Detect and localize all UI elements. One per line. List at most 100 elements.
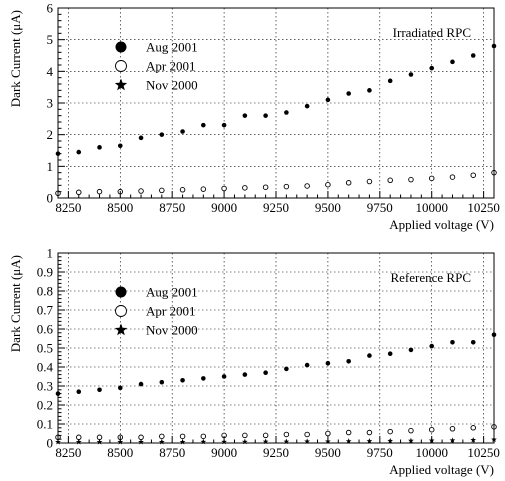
legend-marker-filled-circle <box>115 286 127 298</box>
series-apr-2001 <box>55 424 497 441</box>
data-point <box>242 372 248 377</box>
data-point <box>387 177 393 184</box>
data-point <box>283 431 290 438</box>
data-point <box>325 360 331 366</box>
data-point <box>96 188 103 195</box>
y-tick-label: 2 <box>47 127 54 142</box>
y-tick-label: 0.4 <box>37 360 54 375</box>
legend-label: Apr 2001 <box>146 304 195 319</box>
x-tick-label: 8500 <box>107 445 133 460</box>
series-aug-2001 <box>55 332 497 396</box>
data-point <box>408 176 414 183</box>
legend-marker-star <box>114 78 128 91</box>
x-tick-label: 10250 <box>467 445 500 460</box>
x-tick-label: 8750 <box>159 200 185 215</box>
y-axis-title: Dark Current (μA) <box>8 10 23 107</box>
data-point <box>367 88 372 93</box>
data-point <box>180 378 185 383</box>
data-point <box>263 113 268 118</box>
legend-marker-filled-circle <box>115 41 127 53</box>
data-point <box>428 426 435 433</box>
legend: Aug 2001 Apr 2001 Nov 2000 <box>114 285 198 338</box>
x-tick-label: 8750 <box>159 445 185 460</box>
x-tick-label: 9000 <box>211 200 237 215</box>
data-point <box>262 184 269 190</box>
data-point <box>470 53 476 58</box>
data-point <box>96 434 103 441</box>
data-point <box>366 178 373 185</box>
series-aug-2001 <box>55 43 497 156</box>
data-point <box>201 376 206 381</box>
x-tick-label: 9250 <box>263 200 289 215</box>
data-point <box>345 180 352 186</box>
data-point <box>387 351 393 357</box>
x-tick-label: 10250 <box>467 200 500 215</box>
data-point <box>450 340 455 345</box>
data-point <box>200 433 207 440</box>
data-point <box>346 359 351 364</box>
data-point <box>97 145 102 150</box>
data-point <box>449 174 456 180</box>
data-point <box>76 149 82 155</box>
data-point <box>159 433 165 440</box>
legend: Aug 2001 Apr 2001 Nov 2000 <box>114 40 198 93</box>
data-point <box>159 379 165 385</box>
panel-title: Reference RPC <box>390 270 471 285</box>
x-tick-label: 8250 <box>55 445 81 460</box>
data-point <box>304 103 310 109</box>
data-point <box>117 385 123 391</box>
data-point <box>387 428 393 435</box>
data-point <box>159 187 165 194</box>
y-tick-label: 0.2 <box>37 398 53 413</box>
y-tick-label: 0.7 <box>37 303 54 318</box>
data-point <box>221 374 227 379</box>
y-tick-label: 0.5 <box>37 341 53 356</box>
x-tick-label: 9500 <box>315 445 341 460</box>
x-tick-label: 9750 <box>367 200 393 215</box>
data-point <box>325 97 331 103</box>
data-point <box>325 430 331 437</box>
data-point <box>97 387 102 393</box>
data-point <box>179 433 186 440</box>
data-point <box>200 186 207 192</box>
data-point <box>76 434 82 441</box>
data-point <box>221 185 227 192</box>
y-tick-label: 6 <box>47 1 54 16</box>
y-tick-label: 1 <box>47 246 54 261</box>
data-point <box>159 132 165 137</box>
data-point <box>429 65 435 71</box>
data-point <box>428 175 435 182</box>
data-point <box>304 183 310 189</box>
data-point <box>242 113 248 118</box>
data-point <box>221 122 227 128</box>
data-point <box>429 343 435 349</box>
data-point <box>138 188 144 194</box>
y-tick-label: 3 <box>47 96 54 111</box>
x-tick-label: 8500 <box>107 200 133 215</box>
x-tick-label: 8250 <box>55 200 81 215</box>
data-point <box>366 429 373 436</box>
panel-title: Irradiated RPC <box>393 25 471 40</box>
x-tick-label: 9500 <box>315 200 341 215</box>
data-point <box>284 110 289 115</box>
data-point <box>180 129 185 134</box>
y-tick-label: 0.3 <box>37 379 53 394</box>
legend-label: Apr 2001 <box>146 59 195 74</box>
data-point <box>408 347 414 353</box>
data-point <box>138 381 144 387</box>
data-point <box>345 429 352 436</box>
legend-marker-star <box>114 323 128 336</box>
data-point <box>138 434 144 441</box>
data-point <box>117 143 123 149</box>
data-point <box>449 426 456 432</box>
legend-label: Aug 2001 <box>146 285 198 300</box>
x-axis-title: Applied voltage (V) <box>389 462 494 477</box>
y-tick-label: 0 <box>47 436 54 451</box>
legend-marker-open-circle <box>115 60 127 72</box>
y-tick-label: 4 <box>47 64 54 79</box>
x-tick-label: 9250 <box>263 445 289 460</box>
x-tick-label: 9750 <box>367 445 393 460</box>
data-point <box>387 78 393 84</box>
x-tick-label: 10000 <box>415 200 448 215</box>
